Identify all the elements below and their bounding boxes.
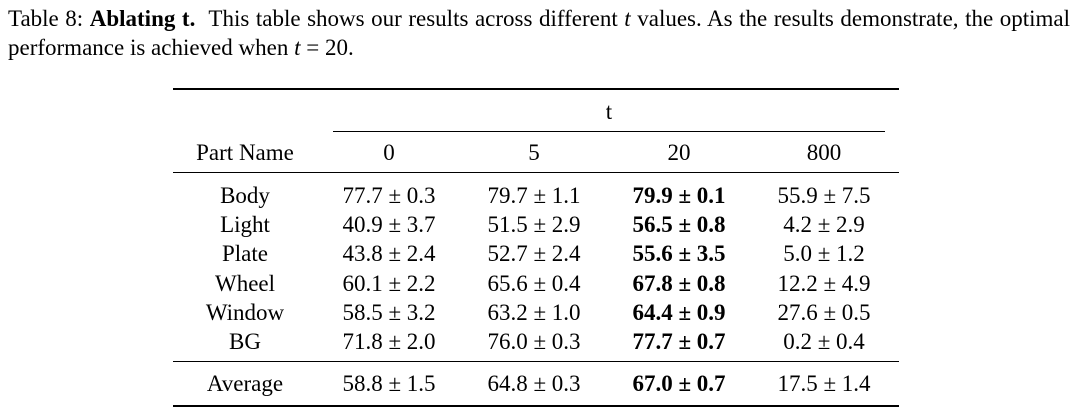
caption-text-1: This table shows our results across diff… xyxy=(208,6,618,31)
cell-wheel-800: 12.2 ± 4.9 xyxy=(777,271,871,296)
cell-body-5: 79.7 ± 1.1 xyxy=(487,183,581,208)
cell-plate-800: 5.0 ± 1.2 xyxy=(783,241,865,266)
average-rule xyxy=(173,361,899,362)
caption-var-t2: t xyxy=(294,35,301,60)
cell-body-20: 79.9 ± 0.1 xyxy=(632,183,726,208)
cell-window-5: 63.2 ± 1.0 xyxy=(487,300,581,325)
caption-text-3: = 20. xyxy=(306,35,354,60)
cell-average-800: 17.5 ± 1.4 xyxy=(777,371,871,396)
row-name-light: Light xyxy=(220,212,270,237)
cell-light-800: 4.2 ± 2.9 xyxy=(783,212,865,237)
cell-bg-5: 76.0 ± 0.3 xyxy=(487,329,581,354)
cell-average-20: 67.0 ± 0.7 xyxy=(632,371,726,396)
cell-plate-5: 52.7 ± 2.4 xyxy=(487,241,581,266)
cell-window-800: 27.6 ± 0.5 xyxy=(777,300,871,325)
cell-wheel-0: 60.1 ± 2.2 xyxy=(342,271,436,296)
cell-window-20: 64.4 ± 0.9 xyxy=(632,300,726,325)
cell-body-800: 55.9 ± 7.5 xyxy=(777,183,871,208)
row-name-average: Average xyxy=(206,371,284,396)
column-header-part-name: Part Name xyxy=(196,140,294,165)
cell-average-5: 64.8 ± 0.3 xyxy=(487,371,581,396)
table-top-rule xyxy=(173,88,899,90)
row-name-wheel: Wheel xyxy=(214,271,275,296)
column-header-t-800: 800 xyxy=(806,140,842,165)
table-bottom-rule xyxy=(173,405,899,407)
cell-plate-0: 43.8 ± 2.4 xyxy=(342,241,436,266)
column-header-t-5: 5 xyxy=(528,140,540,165)
cell-window-0: 58.5 ± 3.2 xyxy=(342,300,436,325)
caption-var-t: t xyxy=(624,6,631,31)
row-name-bg: BG xyxy=(229,329,261,354)
cell-average-0: 58.8 ± 1.5 xyxy=(342,371,436,396)
table-caption: Table 8: Ablating t. This table shows ou… xyxy=(8,4,1070,62)
cell-bg-20: 77.7 ± 0.7 xyxy=(632,329,726,354)
group-header-rule xyxy=(333,131,885,132)
column-header-t-20: 20 xyxy=(667,140,691,165)
cell-wheel-20: 67.8 ± 0.8 xyxy=(632,271,726,296)
caption-label: Table 8: xyxy=(8,6,84,31)
row-name-body: Body xyxy=(220,183,270,208)
cell-body-0: 77.7 ± 0.3 xyxy=(342,183,436,208)
cell-light-5: 51.5 ± 2.9 xyxy=(487,212,581,237)
cell-bg-800: 0.2 ± 0.4 xyxy=(783,329,865,354)
cell-wheel-5: 65.6 ± 0.4 xyxy=(487,271,581,296)
caption-title: Ablating t. xyxy=(89,6,196,31)
row-name-window: Window xyxy=(205,300,285,325)
cell-light-20: 56.5 ± 0.8 xyxy=(632,212,726,237)
cell-bg-0: 71.8 ± 2.0 xyxy=(342,329,436,354)
column-header-t-0: 0 xyxy=(383,140,395,165)
cell-plate-20: 55.6 ± 3.5 xyxy=(632,241,726,266)
caption-text-2: values. As the results demonstrate, the … xyxy=(8,6,1070,60)
header-rule xyxy=(173,172,899,173)
row-name-plate: Plate xyxy=(222,241,268,266)
group-header-t: t xyxy=(605,99,613,124)
cell-light-0: 40.9 ± 3.7 xyxy=(342,212,436,237)
